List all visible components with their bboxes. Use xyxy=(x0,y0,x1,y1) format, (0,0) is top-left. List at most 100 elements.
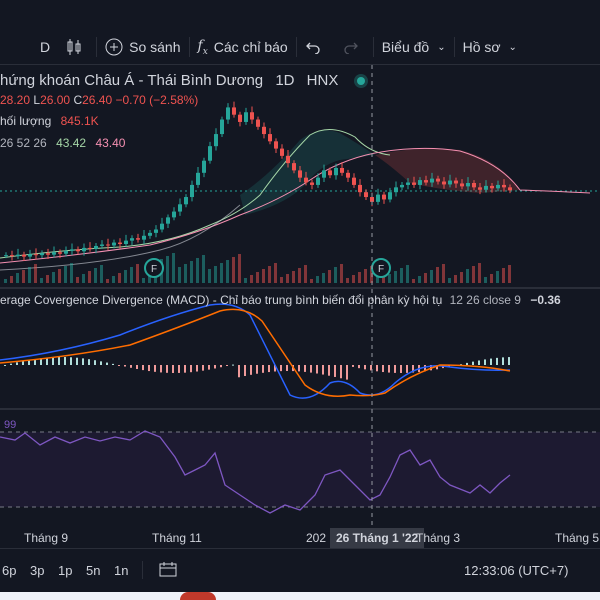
volume-bar xyxy=(466,269,469,283)
macd-histogram-bar xyxy=(238,365,240,378)
macd-histogram-bar xyxy=(190,365,192,373)
volume-bar xyxy=(64,266,67,283)
candle-body xyxy=(256,119,260,127)
volume-bar xyxy=(238,254,241,283)
volume-bar xyxy=(502,268,505,283)
candle-body xyxy=(52,252,56,255)
volume-bar xyxy=(100,265,103,283)
candle-body xyxy=(82,247,86,252)
macd-histogram-bar xyxy=(196,365,198,372)
candle-body xyxy=(178,204,182,212)
candle-body xyxy=(484,185,488,190)
macd-histogram-bar xyxy=(340,365,342,379)
ichimoku-value-1: 43.42 xyxy=(56,136,87,150)
event-letter: F xyxy=(378,264,384,275)
symbol-exchange: HNX xyxy=(306,72,339,89)
candle-body xyxy=(154,229,158,233)
macd-histogram-bar xyxy=(4,365,6,366)
rsi-line xyxy=(0,430,511,514)
macd-histogram-bar xyxy=(436,365,438,370)
macd-histogram-bar xyxy=(160,365,162,373)
macd-histogram-bar xyxy=(358,365,360,369)
ohlc-low: 26.00 xyxy=(40,93,71,107)
volume-legend[interactable]: hối lượng 845.1K xyxy=(0,114,99,128)
macd-histogram-bar xyxy=(364,365,366,370)
candle-body xyxy=(214,134,218,147)
candle-body xyxy=(118,242,122,245)
macd-histogram-bar xyxy=(280,365,282,372)
macd-histogram-bar xyxy=(184,365,186,373)
macd-histogram-bar xyxy=(58,357,60,365)
candle-body xyxy=(244,112,248,122)
candle-body xyxy=(58,252,62,254)
volume-label: hối lượng xyxy=(0,114,52,128)
date-range-button[interactable] xyxy=(142,561,177,579)
macd-histogram-bar xyxy=(352,365,354,367)
macd-histogram-bar xyxy=(88,359,90,365)
chart-canvas[interactable]: F F xyxy=(0,65,600,540)
event-marker[interactable]: F xyxy=(371,258,391,278)
macd-histogram-bar xyxy=(10,363,12,365)
range-3m[interactable]: 3p xyxy=(30,563,45,578)
volume-bar xyxy=(112,276,115,283)
undo-button[interactable] xyxy=(297,30,335,64)
divider xyxy=(372,37,374,57)
candle-body xyxy=(430,178,434,183)
event-marker[interactable]: F xyxy=(144,258,164,278)
candle-body xyxy=(406,182,410,185)
indicators-button[interactable]: fx Các chỉ báo xyxy=(190,30,296,64)
volume-bar xyxy=(316,276,319,283)
range-6m[interactable]: 6p xyxy=(2,563,17,578)
macd-histogram-bar xyxy=(400,365,402,373)
macd-histogram-bar xyxy=(76,357,78,365)
symbol-interval: 1D xyxy=(275,72,295,89)
time-label: Tháng 9 xyxy=(24,531,69,545)
candle-body xyxy=(76,249,80,252)
divider xyxy=(453,37,455,57)
macd-histogram-bar xyxy=(64,357,66,365)
interval-button[interactable]: D xyxy=(0,30,58,64)
macd-histogram-bar xyxy=(232,364,234,366)
range-1m[interactable]: 1p xyxy=(58,563,73,578)
candle-body xyxy=(160,223,164,230)
volume-bar xyxy=(244,278,247,283)
volume-bar xyxy=(496,271,499,283)
candle-body xyxy=(64,250,68,254)
candle-body xyxy=(184,197,188,205)
candle-body xyxy=(142,235,146,240)
volume-bar xyxy=(46,275,49,283)
macd-histogram-bar xyxy=(208,365,210,370)
redo-button[interactable] xyxy=(335,30,373,64)
bottom-toolbar: 6p 3p 1p 5n 1n 12:33:06 (UTC+7) xyxy=(0,548,600,593)
candle-body xyxy=(328,170,332,176)
macd-histogram-bar xyxy=(382,365,384,373)
clock-timezone[interactable]: 12:33:06 (UTC+7) xyxy=(464,563,569,578)
volume-bar xyxy=(430,270,433,283)
volume-bar xyxy=(448,278,451,283)
candle-body xyxy=(442,181,446,185)
candle-body xyxy=(496,184,500,189)
ichimoku-legend[interactable]: 26 52 26 43.42 43.40 xyxy=(0,136,125,150)
symbol-legend[interactable]: hứng khoán Châu Á - Thái Bình Dương 1D H… xyxy=(0,72,365,89)
candle-body xyxy=(202,160,206,173)
macd-histogram-bar xyxy=(250,365,252,375)
chart-area[interactable]: F F hứng khoán Châu Á - Thái Bình Dương … xyxy=(0,65,600,540)
range-5d[interactable]: 5n xyxy=(86,563,101,578)
ohlc-close-prefix: C xyxy=(73,93,83,107)
macd-histogram-bar xyxy=(322,365,324,375)
ohlc-low-prefix: L xyxy=(33,93,41,107)
volume-bar xyxy=(442,264,445,283)
candle-body xyxy=(172,211,176,218)
candle-style-button[interactable] xyxy=(58,30,96,64)
profile-dropdown[interactable]: Hồ sơ ⌄ xyxy=(455,30,525,64)
compare-button[interactable]: So sánh xyxy=(97,30,188,64)
macd-histogram-bar xyxy=(508,357,510,365)
candle-body xyxy=(388,192,392,200)
time-axis[interactable]: Tháng 9 Tháng 11 202 26 Tháng 1 '22 Thán… xyxy=(0,528,600,548)
macd-legend[interactable]: erage Covergence Divergence (MACD) - Chỉ… xyxy=(0,293,561,307)
candle-body xyxy=(70,249,74,251)
chart-type-dropdown[interactable]: Biểu đồ ⌄ xyxy=(374,30,454,64)
volume-bar xyxy=(136,264,139,283)
macd-histogram-bar xyxy=(274,365,276,372)
range-1d[interactable]: 1n xyxy=(114,563,129,578)
